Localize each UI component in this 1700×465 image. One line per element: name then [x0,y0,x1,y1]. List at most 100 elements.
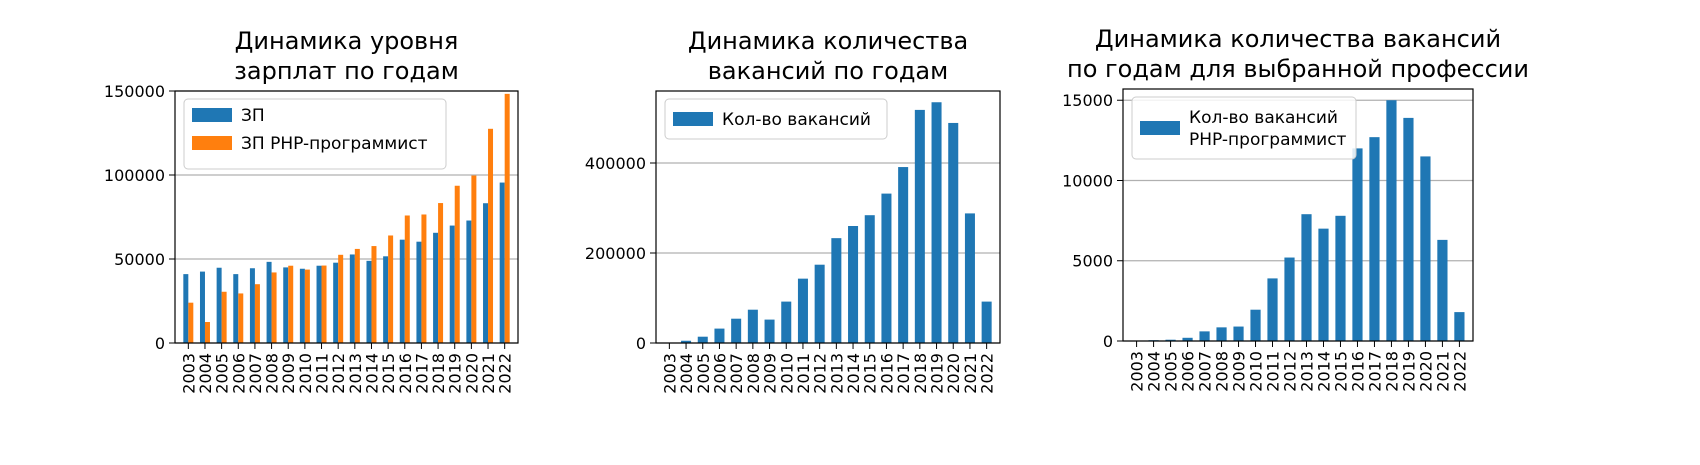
bar [964,213,975,343]
legend-box [1131,96,1357,160]
bar [1403,117,1414,341]
x-tick-label: 2016 [396,353,415,394]
bar [333,262,339,343]
x-tick-label: 2005 [694,353,713,394]
bar [254,284,260,343]
legend-box [664,98,888,140]
bar [304,269,310,343]
x-tick-label: 2004 [1145,351,1164,392]
bar [371,246,377,343]
bar [471,175,477,343]
x-tick-label: 2016 [1348,351,1367,392]
bar [454,185,460,343]
bar [483,203,489,343]
y-tick-label: 10000 [1062,171,1113,190]
y-tick-label: 0 [1103,332,1113,351]
y-tick-label: 150000 [104,82,165,101]
bar [1182,337,1193,341]
bar [404,215,410,343]
y-tick-label: 400000 [585,154,646,173]
x-tick-label: 2022 [496,353,515,394]
legend-label: ЗП PHP-программист [241,134,428,154]
axes-frame [174,90,519,344]
x-tick-label: 2005 [1162,351,1181,392]
legend-label: ЗП [241,106,265,126]
x-tick-label: 2013 [346,353,365,394]
bar [697,336,708,343]
bar [449,225,455,343]
bar [948,122,959,343]
x-tick-label: 2017 [412,353,431,394]
axes-frame [1122,88,1474,342]
x-tick-label: 2012 [1281,351,1300,392]
y-tick-label: 200000 [585,244,646,263]
x-tick-label: 2018 [1382,351,1401,392]
bar [714,328,725,343]
bar [1352,148,1363,341]
legend-swatch [673,112,713,126]
x-tick-label: 2010 [777,353,796,394]
x-tick-label: 2006 [229,353,248,394]
bar [299,268,305,343]
bar [1216,327,1227,341]
bar [221,291,227,343]
bar [864,215,875,343]
bar [914,109,925,344]
x-tick-label: 2022 [1450,351,1469,392]
bar [433,232,439,343]
x-tick-label: 2021 [1433,351,1452,392]
bar [354,248,360,343]
bar [183,274,189,343]
x-tick-label: 2018 [911,353,930,394]
bar [1301,214,1312,341]
y-tick-label: 0 [636,334,646,353]
x-tick-label: 2007 [727,353,746,394]
bar [1420,156,1431,341]
bar [271,272,277,343]
bar [338,254,344,343]
legend-swatch [192,136,232,150]
x-tick-label: 2021 [479,353,498,394]
y-tick-label: 15000 [1062,91,1113,110]
bar [814,264,825,343]
x-tick-label: 2017 [1365,351,1384,392]
x-tick-label: 2011 [1264,351,1283,392]
bar [238,293,244,343]
x-tick-label: 2014 [362,353,381,394]
x-tick-label: 2011 [313,353,332,394]
x-tick-label: 2016 [877,353,896,394]
bar [488,128,494,343]
x-tick-label: 2003 [179,353,198,394]
x-tick-label: 2018 [429,353,448,394]
bar [366,260,372,343]
x-tick-label: 2005 [213,353,232,394]
x-tick-label: 2012 [811,353,830,394]
bar [1165,339,1176,341]
x-tick-label: 2015 [379,353,398,394]
bar [1250,309,1261,341]
legend-swatch [1140,121,1180,135]
bar [781,301,792,343]
axes-frame [655,90,1001,344]
bar [199,271,205,343]
bar [1437,239,1448,341]
bar [881,193,892,343]
x-tick-label: 2013 [1297,351,1316,392]
x-tick-label: 2021 [961,353,980,394]
x-tick-label: 2011 [794,353,813,394]
y-tick-label: 50000 [114,250,165,269]
bar [1318,228,1329,341]
chart-title-line: Динамика количества [688,27,968,55]
x-tick-label: 2009 [279,353,298,394]
x-tick-label: 2008 [1213,351,1232,392]
bar [1284,257,1295,341]
legend-box [183,98,447,170]
bar [188,302,194,343]
bar [288,265,294,343]
bar [266,261,272,343]
bar [499,182,505,343]
x-tick-label: 2007 [1196,351,1215,392]
